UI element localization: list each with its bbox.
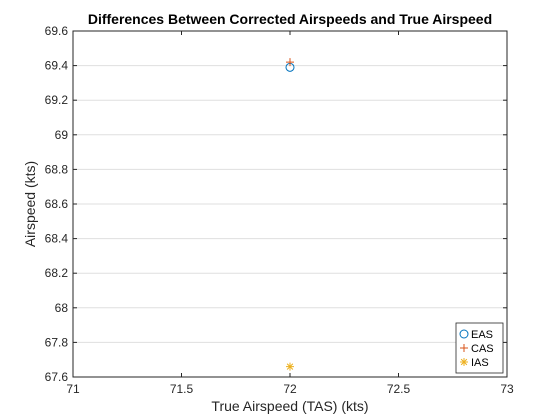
ticks-layer: 67.6 67.8 68 68.2 68.4 68.6 68.8 69 69.2 69.4 69.6… (45, 24, 514, 396)
y-axis-label: Airspeed (kts) (22, 161, 38, 247)
legend-entry-ias: IAS (460, 357, 489, 369)
legend-label: EAS (471, 329, 493, 341)
y-tick-label: 68.2 (45, 266, 69, 280)
x-axis-label: True Airspeed (TAS) (kts) (211, 398, 368, 414)
y-tick-label: 69.6 (45, 24, 69, 38)
x-tick-label: 71 (66, 382, 80, 396)
data-point-ias (286, 362, 294, 371)
chart-title: Differences Between Corrected Airspeeds … (88, 11, 492, 27)
grid-layer (73, 30, 507, 378)
series-cas (286, 58, 294, 67)
y-tick-label: 69.4 (45, 59, 69, 73)
y-tick-label: 67.6 (45, 370, 69, 384)
legend-label: IAS (471, 357, 489, 369)
series-ias (286, 362, 294, 371)
legend: EAS CAS IAS (455, 322, 504, 374)
x-tick-label: 71.5 (170, 382, 194, 396)
x-tick-label: 72.5 (387, 382, 411, 396)
y-tick-label: 68.4 (45, 232, 69, 246)
x-tick-label: 73 (500, 382, 514, 396)
legend-entry-eas: EAS (459, 329, 493, 341)
y-tick-label: 67.8 (45, 335, 69, 349)
y-tick-label: 68.8 (45, 162, 69, 176)
marks-layer (285, 58, 295, 371)
legend-entry-cas: CAS (460, 343, 494, 355)
x-tick-label: 72 (283, 382, 297, 396)
legend-label: CAS (471, 343, 494, 355)
legend-marker-cas (460, 344, 468, 352)
legend-marker-ias (460, 358, 468, 366)
legend-marker-eas (459, 329, 469, 339)
data-point-cas (286, 58, 294, 67)
y-tick-label: 69 (55, 128, 69, 142)
y-tick-label: 68.6 (45, 197, 69, 211)
y-tick-label: 68 (55, 301, 69, 315)
y-tick-label: 69.2 (45, 93, 69, 107)
